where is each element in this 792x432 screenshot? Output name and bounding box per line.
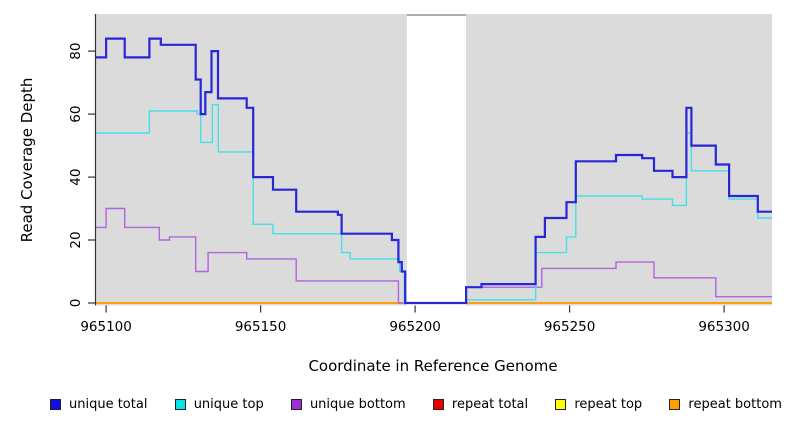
series-line-unique-bottom [95, 207, 772, 304]
legend-label: repeat top [574, 396, 643, 412]
legend-item-repeat-total: repeat total [432, 396, 529, 412]
legend-label: unique bottom [309, 396, 406, 412]
series-line-unique-total [95, 37, 772, 305]
x-axis-title: Coordinate in Reference Genome [308, 357, 558, 375]
legend-label: unique total [69, 396, 148, 412]
legend: unique total unique top unique bottom re… [50, 395, 782, 413]
unique-total-swatch-icon [50, 398, 61, 410]
unique-bottom-swatch-icon [290, 398, 302, 410]
legend-label: repeat total [451, 396, 529, 412]
repeat-total-swatch-icon [432, 398, 444, 410]
legend-label: repeat bottom [688, 396, 782, 412]
y-tick-label: 40 [68, 169, 84, 186]
y-tick-label: 20 [68, 231, 84, 248]
y-tick-label: 80 [68, 43, 84, 60]
y-tick-label: 60 [68, 106, 84, 123]
masked-region [406, 14, 467, 306]
repeat-top-swatch-icon [555, 398, 567, 410]
legend-item-unique-top: unique top [174, 396, 264, 412]
legend-item-unique-bottom: unique bottom [290, 396, 406, 412]
y-axis-title: Read Coverage Depth [18, 77, 36, 243]
unique-top-swatch-icon [174, 398, 186, 410]
legend-item-repeat-bottom: repeat bottom [669, 398, 782, 411]
legend-item-repeat-top: repeat top [555, 398, 642, 411]
x-tick-label: 965150 [235, 319, 287, 335]
x-tick-label: 965250 [544, 319, 596, 335]
legend-item-unique-total: unique total [50, 398, 147, 411]
y-tick-label: 0 [68, 299, 84, 308]
x-tick-label: 965100 [80, 319, 132, 335]
legend-label: unique top [193, 396, 264, 412]
x-tick-label: 965200 [389, 319, 441, 335]
repeat-bottom-swatch-icon [669, 398, 681, 410]
x-tick-label: 965300 [698, 319, 750, 335]
